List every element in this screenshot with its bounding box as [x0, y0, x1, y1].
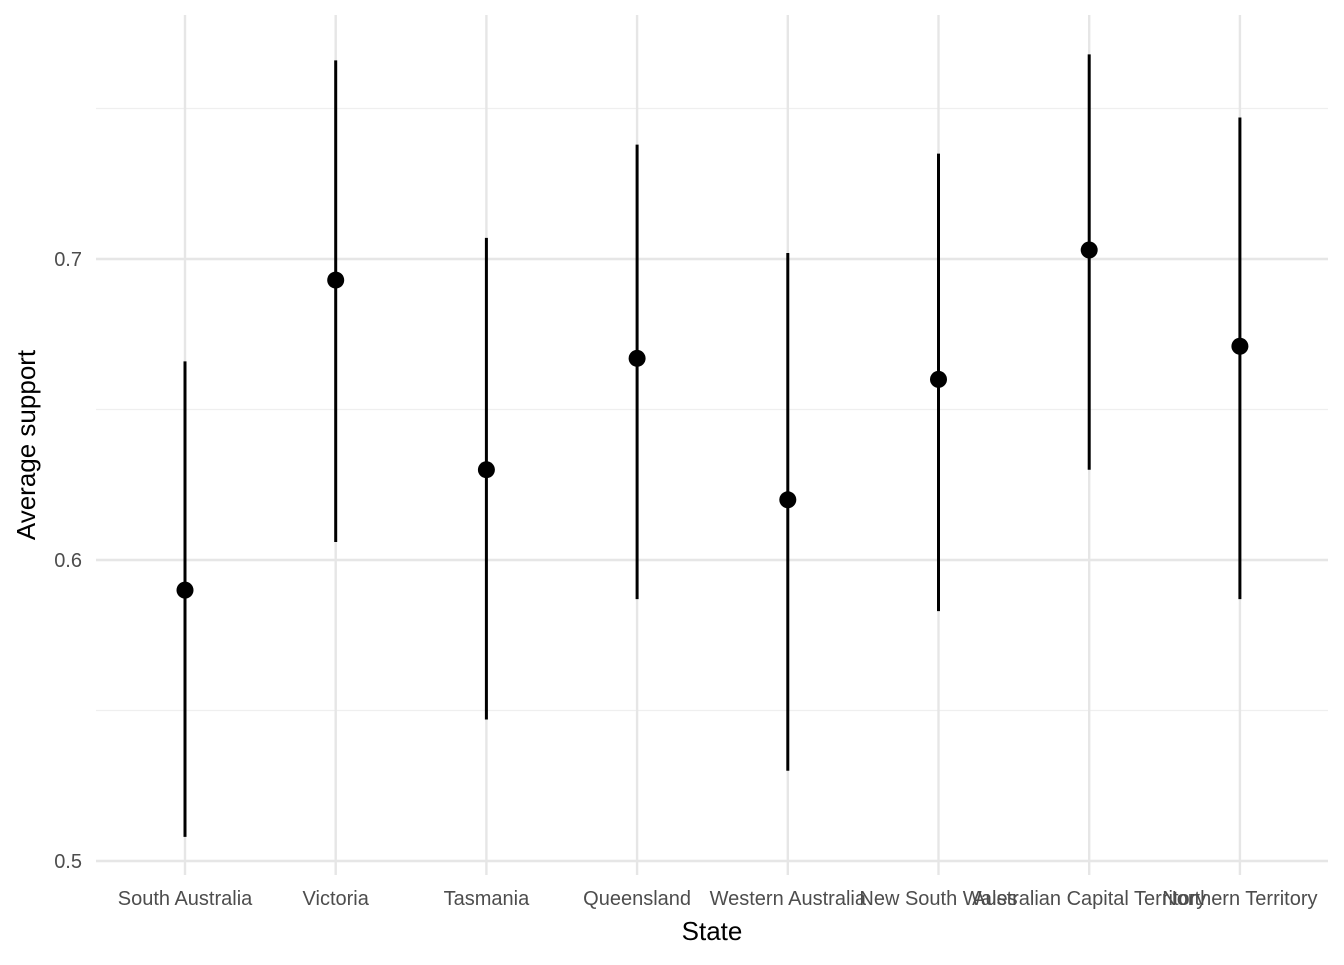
x-axis-title: State — [682, 916, 743, 946]
data-point — [176, 581, 194, 599]
x-tick-label: Northern Territory — [1162, 888, 1317, 910]
point-layer — [176, 241, 1249, 599]
y-axis-title: Average support — [11, 349, 41, 540]
x-tick-label: Tasmania — [444, 888, 530, 910]
x-tick-label: Western Australia — [710, 888, 867, 910]
data-point — [779, 491, 797, 509]
y-tick-labels: 0.5 0.6 0.7 — [54, 249, 82, 873]
data-point — [1080, 241, 1098, 259]
y-tick-label: 0.6 — [54, 550, 82, 572]
x-tick-labels: South Australia Victoria Tasmania Queenslan… — [118, 888, 1318, 910]
x-tick-label: Victoria — [303, 888, 370, 910]
data-point — [628, 349, 646, 367]
x-tick-label: Australian Capital Territory — [972, 888, 1206, 910]
x-tick-label: New South Wales — [859, 888, 1017, 910]
data-point — [477, 461, 495, 479]
x-tick-label: South Australia — [118, 888, 253, 910]
x-tick-label: Queensland — [583, 888, 691, 910]
errorbar-layer — [183, 54, 1242, 837]
data-point — [930, 370, 947, 388]
data-point — [1231, 337, 1249, 355]
grid-layer — [96, 15, 1328, 875]
y-tick-label: 0.5 — [54, 851, 82, 873]
data-point — [327, 271, 345, 289]
y-tick-label: 0.7 — [54, 249, 82, 271]
